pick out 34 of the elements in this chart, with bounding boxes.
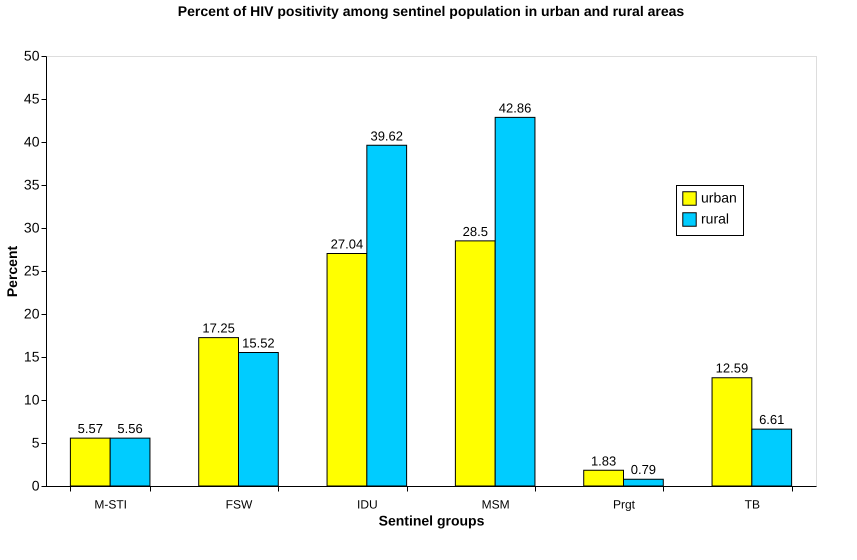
data-label: 5.57: [78, 421, 103, 436]
y-tick-label: 30: [24, 220, 40, 236]
data-label: 5.56: [117, 421, 143, 436]
data-label: 39.62: [370, 128, 403, 144]
y-tick-label: 15: [24, 348, 40, 364]
y-tick-label: 50: [24, 48, 40, 64]
data-label: 27.04: [330, 236, 364, 252]
y-tick-label: 35: [24, 176, 40, 192]
data-label: 28.5: [462, 224, 488, 239]
y-tick-label: 20: [24, 306, 40, 322]
y-tick-label: 25: [24, 262, 40, 278]
y-axis-title: Percent: [4, 245, 20, 298]
chart-title: Percent of HIV positivity among sentinel population in urban and rural areas: [178, 3, 684, 19]
data-label: 17.25: [202, 320, 235, 336]
data-label: 1.83: [590, 453, 616, 468]
y-tick-label: 40: [24, 134, 40, 150]
y-tick-label: 45: [24, 90, 40, 106]
x-tick-label: IDU: [356, 498, 378, 512]
legend-label: rural: [701, 210, 730, 226]
data-label: 15.52: [242, 336, 275, 351]
data-label: 12.59: [716, 360, 748, 376]
x-tick-label: TB: [744, 498, 760, 512]
y-tick-label: 0: [32, 478, 40, 494]
x-tick-label: Prgt: [612, 498, 636, 512]
data-label: 42.86: [498, 100, 532, 116]
x-tick-label: M-STI: [94, 498, 128, 512]
data-label: 6.61: [759, 412, 784, 428]
legend-label: urban: [701, 190, 737, 206]
y-tick-label: 10: [24, 392, 40, 408]
x-tick-label: FSW: [226, 498, 253, 512]
x-tick-label: MSM: [482, 498, 510, 512]
y-tick-label: 5: [32, 434, 40, 450]
data-label: 0.79: [630, 462, 656, 478]
x-axis-title: Sentinel groups: [378, 512, 485, 528]
